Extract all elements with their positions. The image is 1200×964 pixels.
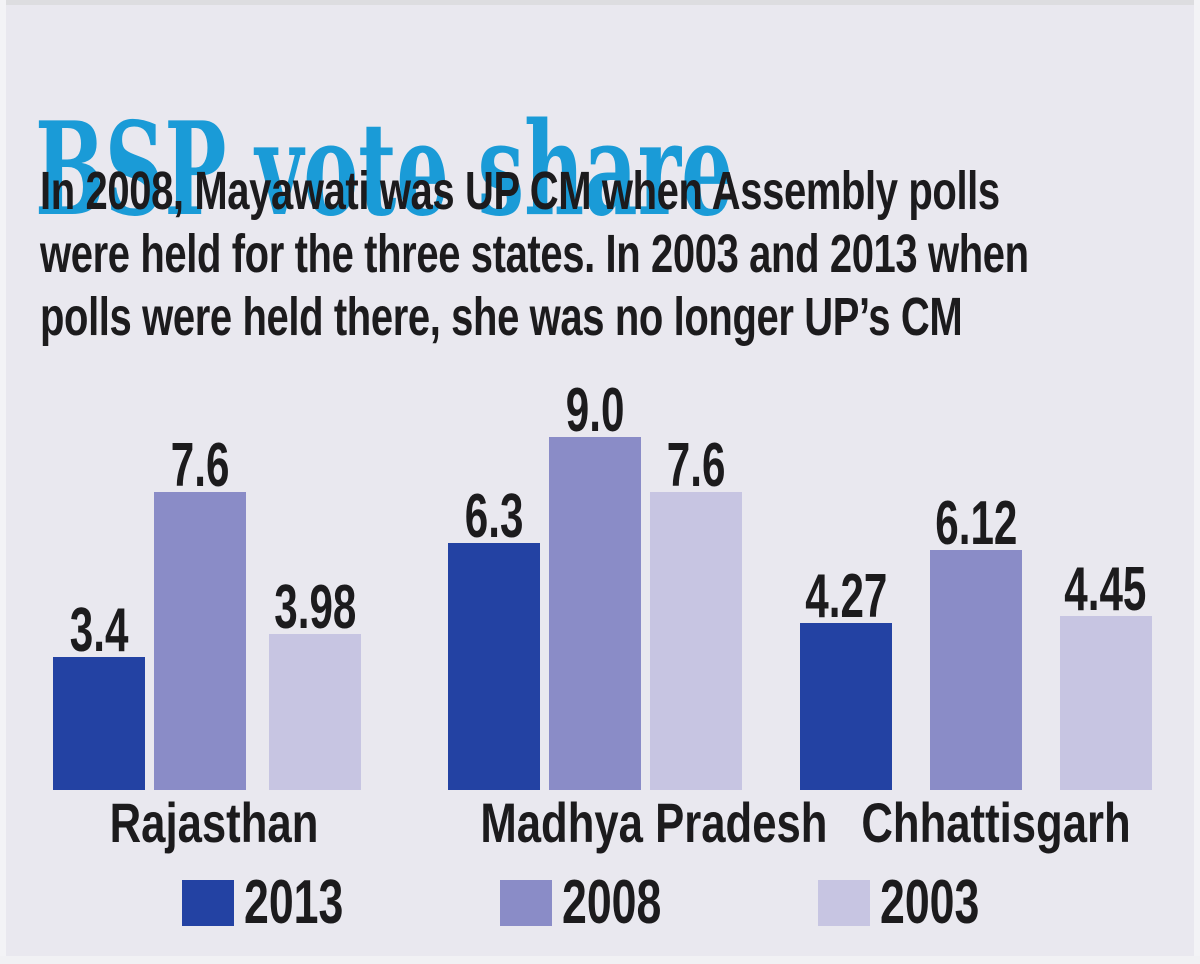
bar-madhya-pradesh-2003 xyxy=(650,492,742,790)
bar-rajasthan-2003 xyxy=(269,634,361,790)
bar-value-label-rajasthan-2008: 7.6 xyxy=(170,431,229,500)
bar-column-madhya-pradesh-2013: 6.3 xyxy=(448,486,540,790)
subtitle-line: polls were held there, she was no longer… xyxy=(40,287,963,347)
legend-swatch-2008 xyxy=(500,880,553,926)
bar-group-rajasthan: 3.4 7.6 3.98 Rajasthan xyxy=(52,368,361,854)
bar-value-label-madhya-pradesh-2013: 6.3 xyxy=(464,482,524,551)
grouped-bar-chart: 3.4 7.6 3.98 Rajasthan 6.3 9.0 7.6 Madhya Prade… xyxy=(52,368,1152,854)
bar-column-chhattisgarh-2008: 6.12 xyxy=(916,493,1037,790)
bar-value-label-rajasthan-2013: 3.4 xyxy=(69,596,128,665)
chart-title: BSP vote share xyxy=(35,94,734,245)
bar-madhya-pradesh-2008 xyxy=(549,437,641,790)
chart-subtitle: In 2008, Mayawati was UP CM when Assembl… xyxy=(40,160,1029,349)
bar-column-chhattisgarh-2003: 4.45 xyxy=(1045,559,1166,790)
bars-row-chhattisgarh: 4.27 6.12 4.45 xyxy=(800,368,1152,790)
subtitle-line: In 2008, Mayawati was UP CM when Assembl… xyxy=(40,161,1000,221)
bar-chhattisgarh-2008 xyxy=(930,550,1022,790)
bars-row-madhya-pradesh: 6.3 9.0 7.6 xyxy=(448,368,742,790)
legend-swatch-2003 xyxy=(817,880,870,926)
bar-value-label-chhattisgarh-2003: 4.45 xyxy=(1064,555,1147,624)
bar-value-label-chhattisgarh-2013: 4.27 xyxy=(805,562,888,631)
bar-column-rajasthan-2013: 3.4 xyxy=(52,596,145,790)
chart-legend: 2013 2008 2003 xyxy=(0,872,1200,934)
legend-swatch-2013 xyxy=(182,880,235,926)
edge-artifact-top xyxy=(0,0,1200,5)
edge-artifact-right xyxy=(1194,0,1200,964)
legend-item-2013: 2013 xyxy=(182,872,382,934)
bar-value-label-madhya-pradesh-2008: 9.0 xyxy=(565,376,625,445)
edge-artifact-left xyxy=(0,0,6,964)
bar-madhya-pradesh-2013 xyxy=(448,543,540,790)
category-label-madhya-pradesh: Madhya Pradesh xyxy=(480,791,828,854)
legend-item-2003: 2003 xyxy=(817,868,1018,937)
legend-label-2003: 2003 xyxy=(879,868,980,937)
bar-column-rajasthan-2008: 7.6 xyxy=(153,431,246,790)
legend-label-2013: 2013 xyxy=(244,868,344,937)
edge-artifact-bottom xyxy=(0,956,1200,964)
bar-rajasthan-2013 xyxy=(52,657,145,790)
bar-column-rajasthan-2003: 3.98 xyxy=(255,577,376,790)
category-label-chhattisgarh: Chhattisgarh xyxy=(861,791,1131,854)
legend-label-2008: 2008 xyxy=(562,868,662,937)
legend-item-2008: 2008 xyxy=(500,872,700,934)
bar-column-chhattisgarh-2013: 4.27 xyxy=(786,566,907,790)
bars-row-rajasthan: 3.4 7.6 3.98 xyxy=(52,368,361,790)
bar-column-madhya-pradesh-2003: 7.6 xyxy=(650,435,742,790)
bar-column-madhya-pradesh-2008: 9.0 xyxy=(549,380,641,790)
subtitle-line: were held for the three states. In 2003 … xyxy=(40,224,1029,284)
bar-chhattisgarh-2003 xyxy=(1059,616,1152,790)
category-label-rajasthan: Rajasthan xyxy=(109,791,319,854)
bar-rajasthan-2008 xyxy=(153,492,246,790)
bar-group-chhattisgarh: 4.27 6.12 4.45 Chhattisgarh xyxy=(800,368,1152,854)
bar-value-label-rajasthan-2003: 3.98 xyxy=(273,573,357,642)
bar-value-label-madhya-pradesh-2003: 7.6 xyxy=(666,431,726,500)
bar-chhattisgarh-2013 xyxy=(800,623,893,790)
bar-group-madhya-pradesh: 6.3 9.0 7.6 Madhya Pradesh xyxy=(448,368,828,854)
bar-value-label-chhattisgarh-2008: 6.12 xyxy=(934,489,1018,558)
